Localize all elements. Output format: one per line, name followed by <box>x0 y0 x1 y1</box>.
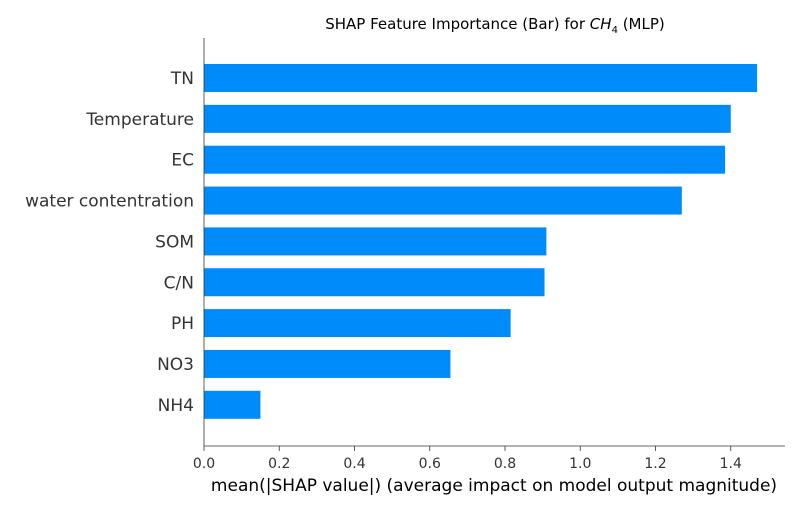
category-label: NO3 <box>157 355 194 375</box>
bar-ph <box>204 309 511 338</box>
bar-no3 <box>204 349 451 378</box>
x-tick-label: 0.0 <box>193 456 215 472</box>
category-label: C/N <box>164 273 194 293</box>
bar-water-contentration <box>204 186 682 215</box>
x-axis-label: mean(|SHAP value|) (average impact on mo… <box>211 476 777 496</box>
bar-c-n <box>204 268 545 297</box>
category-label: EC <box>171 151 194 171</box>
bar-temperature <box>204 104 731 133</box>
category-label: TN <box>170 69 194 89</box>
x-tick-label: 0.4 <box>343 456 365 472</box>
bar-tn <box>204 64 758 92</box>
category-label: water contentration <box>25 192 194 212</box>
x-tick-label: 0.2 <box>268 456 290 472</box>
category-label: NH4 <box>158 396 194 416</box>
x-ticks: 0.0 0.2 0.4 0.6 0.8 1.0 1.2 1.4 <box>193 446 742 472</box>
category-label: PH <box>171 314 194 334</box>
chart-title: SHAP Feature Importance (Bar) for CH4 (M… <box>325 15 665 36</box>
category-label: SOM <box>155 232 194 252</box>
category-label: Temperature <box>85 110 194 130</box>
bar-nh4 <box>204 390 261 419</box>
x-tick-label: 0.8 <box>494 456 516 472</box>
x-tick-label: 1.2 <box>644 456 666 472</box>
bar-ec <box>204 145 726 174</box>
bar-som <box>204 227 547 256</box>
category-labels: TN Temperature EC water contentration SOM C/N… <box>25 69 194 416</box>
x-tick-label: 1.4 <box>720 456 742 472</box>
x-tick-label: 1.0 <box>569 456 591 472</box>
x-tick-label: 0.6 <box>419 456 441 472</box>
bars-group <box>204 64 758 419</box>
